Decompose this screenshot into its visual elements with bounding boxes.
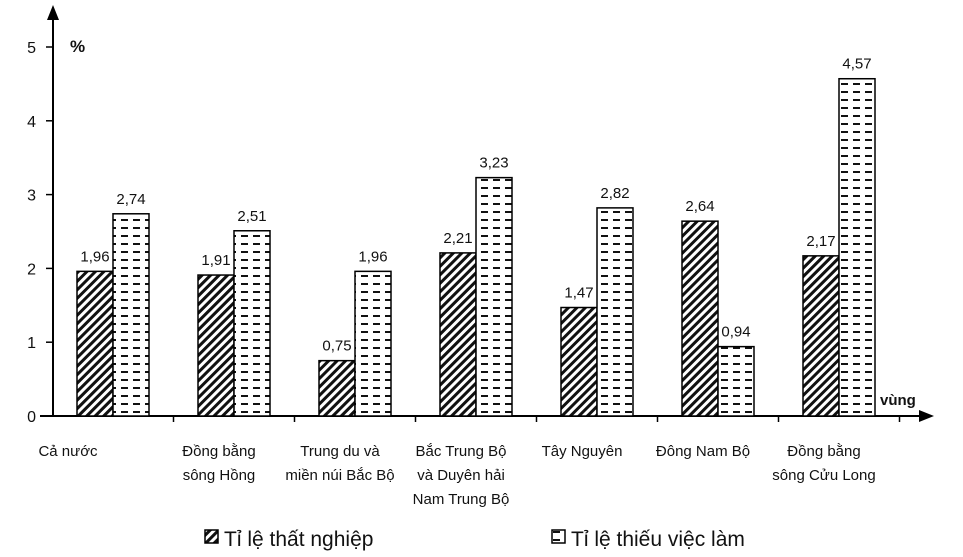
category-label: Bắc Trung Bộ [416,443,507,460]
category-label: Nam Trung Bộ [413,491,510,508]
x-axis-arrow-icon [919,410,934,422]
x-axis-label: vùng [880,392,916,409]
y-tick-label: 4 [27,114,36,131]
bar-underemployment [838,77,876,417]
y-axis-arrow-icon [47,5,59,20]
category-label: Đồng bằng [182,443,255,460]
category-label: và Duyên hải [417,467,505,484]
legend: Tỉ lệ thất nghiệp Tỉ lệ thiếu việc làm [204,528,745,551]
legend-label-underemployment: Tỉ lệ thiếu việc làm [571,528,745,551]
category-label: Tây Nguyên [542,443,623,460]
bar-unemployment [802,255,840,417]
data-label: 2,82 [600,185,629,202]
category-label: sông Hồng [183,467,256,484]
bar-unemployment [439,252,477,417]
bar-underemployment [717,345,755,417]
data-label: 1,91 [201,252,230,269]
y-tick-label: 1 [27,335,36,352]
y-tick-label: 3 [27,188,36,205]
data-label: 2,74 [116,191,145,208]
data-label: 2,64 [685,198,714,215]
bar-underemployment [354,270,392,417]
data-label: 4,57 [842,56,871,73]
y-tick-label: 0 [27,409,36,426]
category-label: sông Cửu Long [772,467,875,484]
bar-unemployment [197,274,235,417]
data-label: 1,47 [564,285,593,302]
data-label: 3,23 [479,155,508,172]
data-label: 0,75 [322,338,351,355]
category-label: Đồng bằng [787,443,860,460]
data-label: 2,17 [806,233,835,250]
category-label: Trung du và [300,443,380,460]
bar-unemployment [318,359,356,417]
y-tick-label: 5 [27,40,36,57]
bar-underemployment [475,176,513,417]
category-label: Cả nước [38,443,98,460]
bar-underemployment [233,230,271,417]
legend-label-unemployment: Tỉ lệ thất nghiệp [224,528,373,551]
data-label: 0,94 [721,324,750,341]
category-label: miền núi Bắc Bộ [285,467,394,484]
legend-swatch-underemployment [551,529,566,544]
bar-unemployment [681,220,719,417]
y-tick-label: 2 [27,261,36,278]
data-label: 2,21 [443,230,472,247]
bar-underemployment [596,207,634,417]
data-label: 1,96 [358,248,387,265]
legend-swatch-unemployment [204,529,219,544]
bar-underemployment [112,213,150,417]
y-axis-label: % [70,37,85,56]
category-label: Đông Nam Bộ [656,443,750,460]
data-label: 2,51 [237,208,266,225]
bar-unemployment [76,270,114,417]
bar-unemployment [560,306,598,417]
data-label: 1,96 [80,248,109,265]
